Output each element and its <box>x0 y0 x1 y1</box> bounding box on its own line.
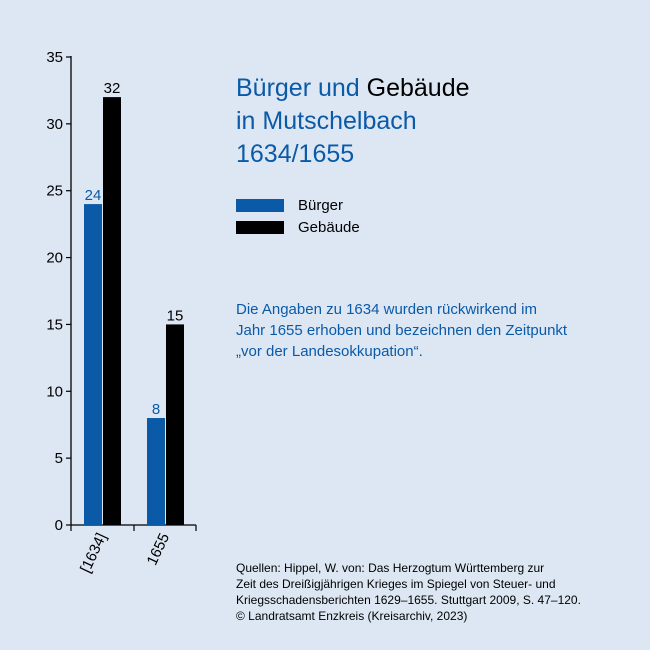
note-text: Die Angaben zu 1634 wurden rückwirkend i… <box>236 299 636 362</box>
y-tick-label: 35 <box>46 49 63 66</box>
legend-item-gebaeude: Gebäude <box>236 216 360 238</box>
note-line: „vor der Landesokkupation“. <box>236 343 423 360</box>
source-line: Kriegsschadensberichten 1629–1655. Stutt… <box>236 593 581 607</box>
bar-value-label: 32 <box>104 80 121 97</box>
y-tick-label: 0 <box>55 517 63 534</box>
y-tick-label: 20 <box>46 250 63 267</box>
legend-label-gebaeude: Gebäude <box>298 218 360 236</box>
chart-title: Bürger und Gebäude in Mutschelbach 1634/… <box>236 72 470 171</box>
legend-swatch-buerger <box>236 198 284 212</box>
copyright-line: © Landratsamt Enzkreis (Kreisarchiv, 202… <box>236 609 468 623</box>
legend-item-buerger: Bürger <box>236 194 360 216</box>
x-category-label: 1655 <box>144 531 174 568</box>
bar <box>84 204 102 526</box>
note-line: Jahr 1655 erhoben und bezeichnen den Zei… <box>236 322 568 339</box>
bar <box>147 418 165 525</box>
bar <box>103 97 121 525</box>
source-line: Zeit des Dreißigjährigen Krieges im Spie… <box>236 577 556 591</box>
title-line-2: in Mutschelbach <box>236 107 417 135</box>
title-line-3: 1634/1655 <box>236 140 355 168</box>
y-tick-label: 25 <box>46 183 63 200</box>
source-line: Quellen: Hippel, W. von: Das Herzogtum W… <box>236 561 545 575</box>
y-tick-label: 15 <box>46 316 63 333</box>
sources-text: Quellen: Hippel, W. von: Das Herzogtum W… <box>236 560 636 624</box>
note-line: Die Angaben zu 1634 wurden rückwirkend i… <box>236 301 538 318</box>
y-tick-label: 10 <box>46 383 63 400</box>
bar-value-label: 15 <box>167 307 184 324</box>
bar <box>166 324 184 525</box>
legend: Bürger Gebäude <box>236 194 360 238</box>
title-part-buerger: Bürger und <box>236 74 367 102</box>
bar-value-label: 24 <box>85 187 102 204</box>
y-tick-label: 5 <box>55 450 63 467</box>
y-tick-label: 30 <box>46 116 63 133</box>
legend-swatch-gebaeude <box>236 220 284 234</box>
legend-label-buerger: Bürger <box>298 196 344 214</box>
title-part-gebaeude: Gebäude <box>366 74 470 102</box>
x-category-label: [1634] <box>77 531 110 576</box>
bar-value-label: 8 <box>152 401 160 418</box>
